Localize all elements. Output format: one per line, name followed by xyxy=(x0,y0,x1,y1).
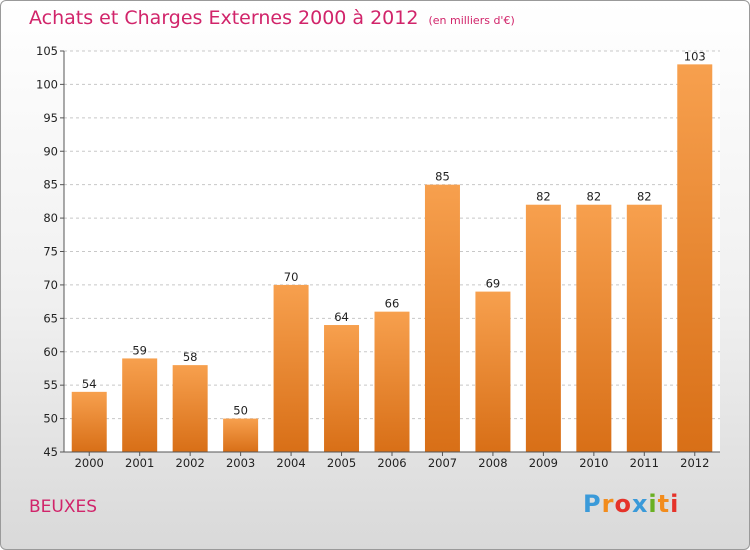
logo-letter: o xyxy=(614,490,632,518)
bar xyxy=(677,64,713,452)
bar xyxy=(626,204,662,452)
logo-letter: i xyxy=(648,490,658,518)
bar xyxy=(324,325,360,452)
bar-value-label: 59 xyxy=(132,343,147,357)
bar xyxy=(424,184,460,452)
x-tick-label: 2006 xyxy=(377,456,406,470)
bar-value-label: 54 xyxy=(82,377,97,391)
bar xyxy=(475,291,511,452)
x-tick-label: 2005 xyxy=(327,456,356,470)
bar-value-label: 103 xyxy=(684,49,706,63)
x-tick-label: 2001 xyxy=(125,456,154,470)
y-tick-label: 65 xyxy=(43,311,58,325)
y-tick-label: 50 xyxy=(43,412,58,426)
y-tick-label: 45 xyxy=(43,445,58,459)
y-tick-label: 105 xyxy=(36,44,58,58)
y-tick-label: 90 xyxy=(43,144,58,158)
bar xyxy=(71,391,107,452)
bar-value-label: 50 xyxy=(233,404,248,418)
bar xyxy=(223,418,259,452)
y-tick-label: 85 xyxy=(43,178,58,192)
bar-value-label: 64 xyxy=(334,310,349,324)
y-tick-label: 70 xyxy=(43,278,58,292)
logo-letter: i xyxy=(670,490,680,518)
logo-letter: P xyxy=(583,490,602,518)
bar xyxy=(374,311,410,452)
logo-letter: t xyxy=(657,490,671,518)
x-tick-label: 2004 xyxy=(276,456,305,470)
bar xyxy=(525,204,561,452)
bar-value-label: 82 xyxy=(587,190,602,204)
x-tick-label: 2007 xyxy=(428,456,457,470)
bar-value-label: 82 xyxy=(637,190,652,204)
x-tick-label: 2008 xyxy=(478,456,507,470)
bar-value-label: 82 xyxy=(536,190,551,204)
y-tick-label: 80 xyxy=(43,211,58,225)
bar xyxy=(172,365,208,452)
x-tick-label: 2002 xyxy=(176,456,205,470)
bar-value-label: 58 xyxy=(183,350,198,364)
bar xyxy=(122,358,158,452)
x-tick-label: 2009 xyxy=(529,456,558,470)
bar-value-label: 69 xyxy=(486,277,501,291)
x-tick-label: 2011 xyxy=(630,456,659,470)
y-tick-label: 75 xyxy=(43,245,58,259)
chart-title: Achats et Charges Externes 2000 à 2012 (e… xyxy=(29,7,515,29)
chart-title-text: Achats et Charges Externes 2000 à 2012 xyxy=(29,7,419,29)
y-tick-label: 95 xyxy=(43,111,58,125)
bar-value-label: 70 xyxy=(284,270,299,284)
bar xyxy=(273,284,309,452)
y-tick-label: 100 xyxy=(36,77,58,91)
x-tick-label: 2000 xyxy=(75,456,104,470)
bar-value-label: 85 xyxy=(435,170,450,184)
x-tick-label: 2010 xyxy=(579,456,608,470)
y-tick-label: 55 xyxy=(43,378,58,392)
x-tick-label: 2003 xyxy=(226,456,255,470)
place-name: BEUXES xyxy=(29,497,98,517)
proxiti-logo: Proxiti xyxy=(583,490,679,518)
logo-letter: r xyxy=(601,490,615,518)
y-tick-label: 60 xyxy=(43,345,58,359)
bar-value-label: 66 xyxy=(385,297,400,311)
bar xyxy=(576,204,612,452)
chart-subtitle: (en milliers d'€) xyxy=(428,14,515,27)
logo-letter: x xyxy=(631,490,649,518)
x-tick-label: 2012 xyxy=(680,456,709,470)
